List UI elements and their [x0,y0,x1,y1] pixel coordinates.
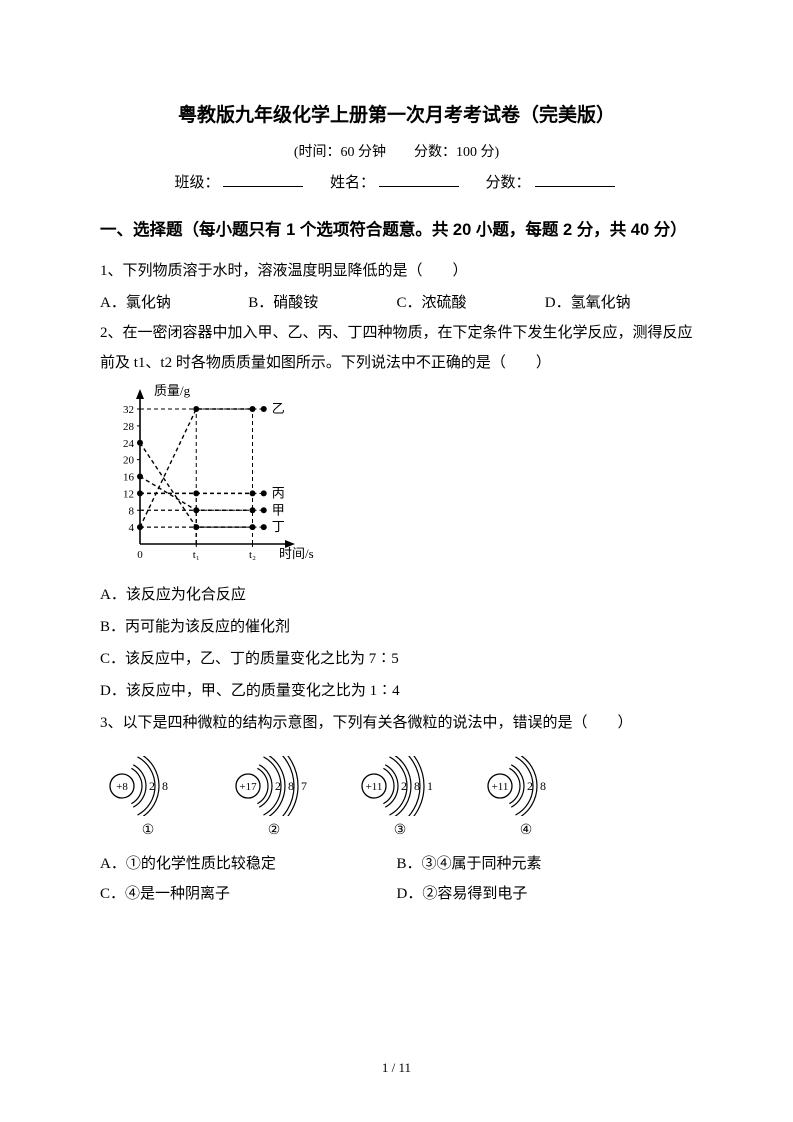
svg-text:丙: 丙 [272,486,285,501]
atom-4-label: ④ [486,822,566,839]
svg-text:+11: +11 [366,781,383,793]
svg-text:时间/s: 时间/s [279,546,314,561]
svg-text:质量/g: 质量/g [154,384,191,398]
svg-text:丁: 丁 [272,519,285,534]
svg-text:t₁: t₁ [193,549,200,561]
q2-chart: 4 8 12 16 20 24 28 32 0 t₁ t₂ 质量/g 时间/s 乙丙甲丁 [100,384,320,574]
svg-text:1: 1 [427,779,433,793]
q2-opt-c[interactable]: C．该反应中，乙、丁的质量变化之比为 7∶5 [100,644,693,674]
svg-text:+8: +8 [116,781,128,793]
svg-text:4: 4 [129,522,135,534]
svg-text:24: 24 [123,438,135,450]
q3-options: A．①的化学性质比较稳定 B．③④属于同种元素 C．④是一种阴离子 D．②容易得… [100,849,693,909]
svg-text:7: 7 [301,779,307,793]
score-label: 分数： [486,175,531,191]
svg-text:乙: 乙 [272,401,285,416]
q3-opt-b[interactable]: B．③④属于同种元素 [397,849,694,879]
name-blank[interactable] [379,172,459,187]
q2-opt-b[interactable]: B．丙可能为该反应的催化剂 [100,612,693,642]
atom-1-label: ① [108,822,188,839]
atom-labels: ① ② ③ ④ [108,822,693,839]
exam-subtitle: (时间：60 分钟 分数：100 分) [100,141,693,161]
q2-opt-d[interactable]: D．该反应中，甲、乙的质量变化之比为 1∶4 [100,676,693,706]
svg-text:20: 20 [123,455,135,467]
svg-text:8: 8 [288,779,294,793]
q1-opt-b[interactable]: B．硝酸铵 [248,288,396,318]
svg-text:8: 8 [129,506,135,518]
atom-3: +11281 [360,756,440,816]
q1-text: 1、下列物质溶于水时，溶液温度明显降低的是（ ） [100,256,693,286]
svg-text:12: 12 [123,489,134,501]
svg-text:8: 8 [162,779,168,793]
student-info-line: 班级： 姓名： 分数： [100,171,693,192]
score-blank[interactable] [535,172,615,187]
svg-text:0: 0 [137,549,143,561]
svg-text:甲: 甲 [272,503,285,518]
svg-text:+17: +17 [239,781,257,793]
q1-options: A．氯化钠 B．硝酸铵 C．浓硫酸 D．氢氧化钠 [100,288,693,318]
class-blank[interactable] [223,172,303,187]
svg-text:28: 28 [123,421,135,433]
q1-opt-c[interactable]: C．浓硫酸 [397,288,545,318]
q2-text: 2、在一密闭容器中加入甲、乙、丙、丁四种物质，在下定条件下发生化学反应，测得反应… [100,318,693,378]
atom-diagrams: +828 +17287 +11281 +1128 [108,756,693,816]
q3-text: 3、以下是四种微粒的结构示意图，下列有关各微粒的说法中，错误的是（ ） [100,708,693,738]
page-number: 1 / 11 [0,1060,793,1076]
class-label: 班级： [174,175,219,191]
section-1-header: 一、选择题（每小题只有 1 个选项符合题意。共 20 小题，每题 2 分，共 4… [100,212,693,248]
exam-title: 粤教版九年级化学上册第一次月考考试卷（完美版） [100,100,693,127]
atom-3-label: ③ [360,822,440,839]
q2-opt-a[interactable]: A．该反应为化合反应 [100,580,693,610]
svg-text:+11: +11 [492,781,509,793]
svg-text:t₂: t₂ [249,549,256,561]
name-label: 姓名： [330,175,375,191]
atom-1: +828 [108,756,188,816]
mass-time-chart: 4 8 12 16 20 24 28 32 0 t₁ t₂ 质量/g 时间/s 乙丙甲丁 [100,384,320,574]
q3-opt-d[interactable]: D．②容易得到电子 [397,879,694,909]
svg-text:8: 8 [414,779,420,793]
svg-text:8: 8 [540,779,546,793]
q1-opt-d[interactable]: D．氢氧化钠 [545,288,693,318]
atom-4: +1128 [486,756,566,816]
q1-opt-a[interactable]: A．氯化钠 [100,288,248,318]
atom-2-label: ② [234,822,314,839]
q3-opt-c[interactable]: C．④是一种阴离子 [100,879,397,909]
svg-text:32: 32 [123,404,134,416]
q3-opt-a[interactable]: A．①的化学性质比较稳定 [100,849,397,879]
svg-text:16: 16 [123,472,135,484]
atom-2: +17287 [234,756,314,816]
